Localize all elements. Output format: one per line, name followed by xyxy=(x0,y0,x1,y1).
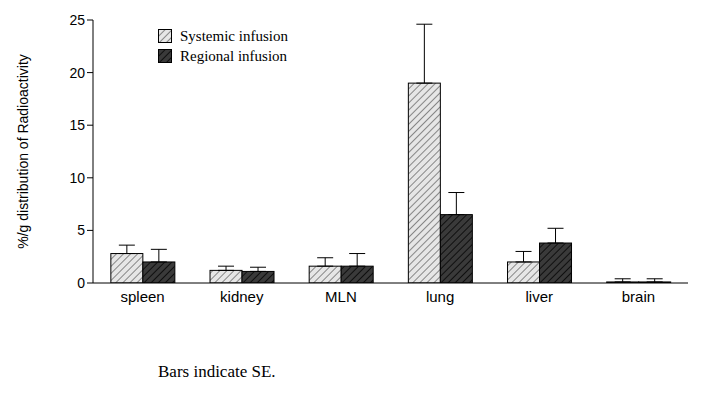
svg-text:25: 25 xyxy=(69,12,85,28)
html-text:Regional infusion: Regional infusion xyxy=(180,48,288,64)
html-text:Bars indicate SE.: Bars indicate SE. xyxy=(158,362,276,381)
html-text:Systemic infusion: Systemic infusion xyxy=(180,28,288,44)
svg-text:%/g distribution of Radioactiv: %/g distribution of Radioactivity xyxy=(15,54,31,249)
svg-text:15: 15 xyxy=(69,117,85,133)
svg-text:kidney: kidney xyxy=(220,288,264,305)
svg-text:lung: lung xyxy=(426,288,454,305)
svg-text:brain: brain xyxy=(622,288,655,305)
svg-text:20: 20 xyxy=(69,65,85,81)
svg-text:liver: liver xyxy=(525,288,553,305)
svg-text:10: 10 xyxy=(69,170,85,186)
svg-text:MLN: MLN xyxy=(325,288,357,305)
svg-text:spleen: spleen xyxy=(120,288,164,305)
svg-text:0: 0 xyxy=(77,275,85,291)
svg-text:5: 5 xyxy=(77,222,85,238)
